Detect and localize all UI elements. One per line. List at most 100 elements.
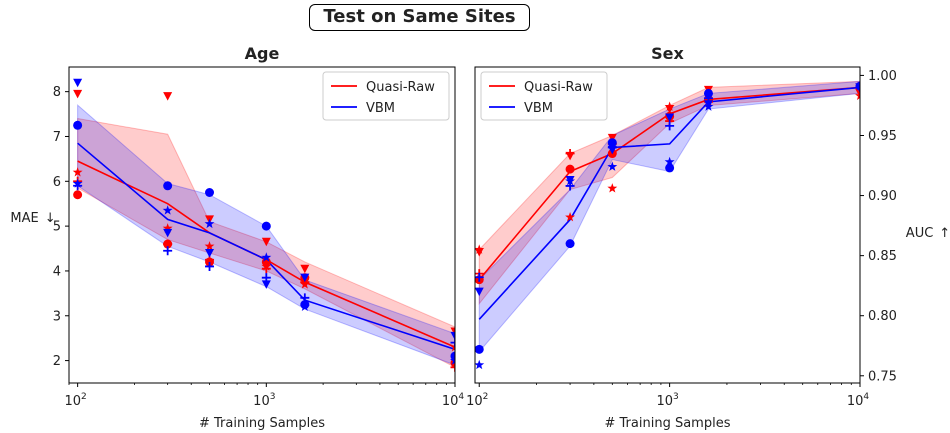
legend: Quasi-Raw VBM <box>322 71 450 121</box>
y-tick-label: 0.75 <box>868 369 897 384</box>
point-vbm-circle <box>261 221 271 231</box>
point-quasi-raw-star <box>855 90 860 101</box>
x-tick-base: 10 <box>656 394 673 409</box>
point-vbm-circle <box>163 181 173 191</box>
point-vbm-star <box>299 301 310 312</box>
x-tick-base: 10 <box>466 394 483 409</box>
point-vbm-triangle-down <box>300 273 310 283</box>
point-vbm-star <box>475 359 485 370</box>
point-vbm-triangle-down <box>475 287 484 297</box>
point-vbm-star <box>450 355 455 365</box>
x-tick-exp: 4 <box>863 392 869 402</box>
y-axis-label: MAE ↓ <box>10 211 55 226</box>
legend-label-vbm: VBM <box>524 101 553 116</box>
point-vbm-plus <box>703 93 713 103</box>
legend-label-quasi-raw: Quasi-Raw <box>524 80 593 95</box>
y-tick-label: 7 <box>53 130 61 145</box>
x-tick-label: 102 <box>466 392 488 409</box>
point-quasi-raw-triangle-down <box>73 89 83 99</box>
legend-frame <box>480 71 608 121</box>
point-vbm-plus <box>565 181 575 191</box>
point-vbm-triangle-down <box>205 249 215 258</box>
point-vbm-plus <box>475 272 484 282</box>
y-tick-label: 0.80 <box>868 309 897 324</box>
point-vbm-plus <box>261 273 271 283</box>
legend: Quasi-Raw VBM <box>480 71 608 121</box>
point-vbm-circle <box>665 163 675 173</box>
point-quasi-raw-star <box>162 223 173 233</box>
point-quasi-raw-triangle-down <box>665 105 675 114</box>
x-tick-base: 10 <box>253 394 270 409</box>
point-vbm-plus <box>300 293 310 303</box>
point-vbm-triangle-down <box>261 280 271 289</box>
point-vbm-plus <box>855 82 860 92</box>
figure-suptitle: Test on Same Sites <box>309 4 530 31</box>
point-vbm-circle <box>565 239 575 249</box>
y-axis-label-text: AUC <box>906 226 934 241</box>
line-vbm <box>77 142 455 351</box>
point-quasi-raw-triangle-down <box>163 92 173 101</box>
point-vbm-plus <box>205 261 215 271</box>
point-vbm-circle <box>475 344 484 354</box>
point-vbm-circle <box>450 351 455 361</box>
x-tick-exp: 3 <box>673 392 679 402</box>
point-vbm-triangle-down <box>73 78 83 88</box>
legend-label-quasi-raw: Quasi-Raw <box>366 80 435 95</box>
point-vbm-plus <box>607 143 617 153</box>
point-vbm-star <box>162 205 173 215</box>
y-tick-label: 1.00 <box>868 69 897 84</box>
legend-label-vbm: VBM <box>366 101 395 116</box>
x-tick-exp: 3 <box>270 392 276 402</box>
y-tick-label: 6 <box>53 175 61 190</box>
x-tick-label: 103 <box>656 392 678 409</box>
x-tick-base: 10 <box>64 394 81 409</box>
x-tick-label: 104 <box>442 392 465 409</box>
point-vbm-star <box>261 252 272 262</box>
point-quasi-raw-plus <box>450 362 455 372</box>
point-quasi-raw-plus <box>565 149 575 159</box>
plot-area <box>72 78 455 372</box>
point-vbm-star <box>204 218 215 229</box>
x-tick-exp: 4 <box>458 392 464 402</box>
y-axis-label: AUC ↑ <box>906 226 950 241</box>
y-tick-label: 2 <box>53 354 61 369</box>
x-tick-label: 104 <box>847 392 870 409</box>
point-quasi-raw-star <box>72 167 83 177</box>
x-tick-base: 10 <box>442 394 459 409</box>
point-quasi-raw-star <box>565 211 576 222</box>
y-tick-label: 8 <box>53 85 61 100</box>
line-quasi-raw <box>478 86 860 281</box>
point-vbm-plus <box>450 338 455 348</box>
point-quasi-raw-circle <box>73 190 83 200</box>
point-quasi-raw-triangle-down <box>300 264 310 274</box>
point-vbm-star <box>703 101 714 111</box>
point-quasi-raw-star <box>664 101 675 111</box>
point-quasi-raw-triangle-down <box>261 237 271 247</box>
x-tick-label: 102 <box>64 392 86 409</box>
point-quasi-raw-plus <box>261 264 271 274</box>
axes-frame <box>68 66 456 384</box>
point-quasi-raw-triangle-down <box>607 133 617 143</box>
point-vbm-star <box>607 161 618 171</box>
point-vbm-star <box>565 175 576 186</box>
point-vbm-circle <box>73 120 83 130</box>
chart-title: Age <box>245 44 280 63</box>
y-axis-label-text: MAE <box>10 211 38 226</box>
point-vbm-triangle-down <box>665 113 675 122</box>
x-tick-base: 10 <box>847 394 864 409</box>
chart-title: Sex <box>651 44 684 63</box>
y-tick-label: 5 <box>53 220 61 235</box>
y-tick-label: 0.95 <box>868 129 897 144</box>
point-vbm-plus <box>163 246 173 256</box>
point-vbm-star <box>664 156 675 167</box>
point-quasi-raw-star <box>607 183 618 193</box>
x-tick-exp: 2 <box>483 392 489 402</box>
y-tick-label: 4 <box>53 264 61 279</box>
point-vbm-circle <box>703 88 713 98</box>
point-vbm-triangle-down <box>163 228 173 238</box>
y-tick-label: 3 <box>53 309 61 324</box>
point-vbm-circle <box>607 138 617 148</box>
